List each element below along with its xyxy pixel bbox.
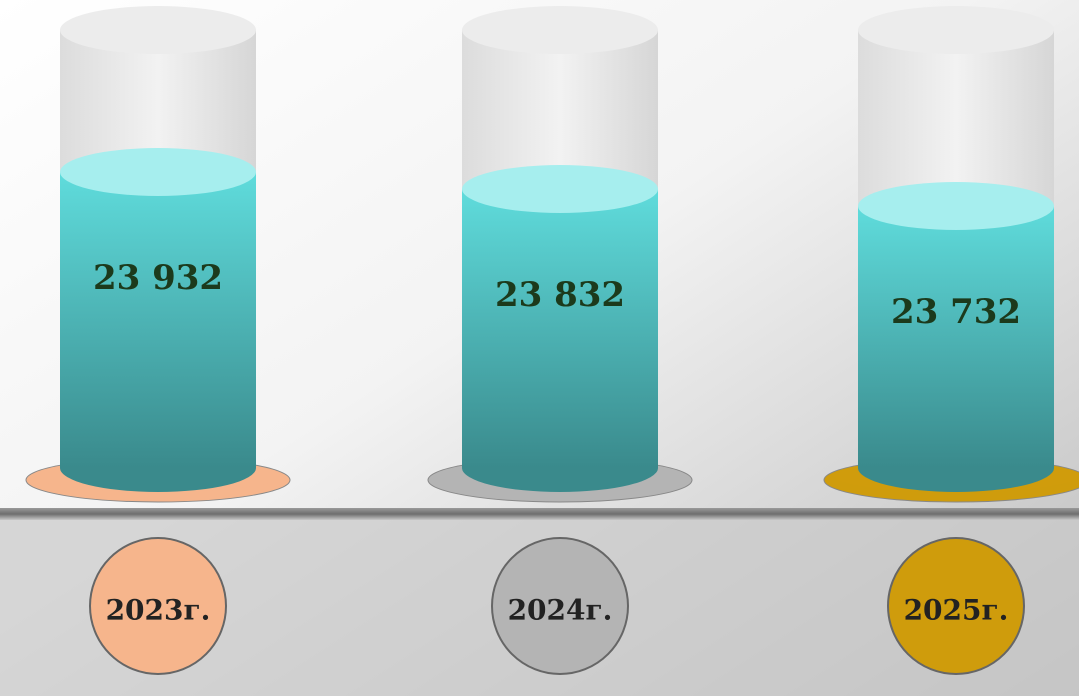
liquid-top [60, 148, 256, 196]
x-tick-label: 2025г. [904, 594, 1009, 627]
glass-top [60, 6, 256, 54]
plot: 23 932 2023г. 23 832 2024г. 23 732 2025г. [26, 6, 1079, 674]
liquid-top [858, 182, 1054, 230]
liquid [462, 189, 658, 468]
glass-top [462, 6, 658, 54]
liquid [60, 172, 256, 468]
x-tick-label: 2024г. [508, 594, 613, 627]
liquid-top [462, 165, 658, 213]
liquid [858, 206, 1054, 468]
glass-top [858, 6, 1054, 54]
glass [858, 30, 1054, 206]
value-label: 23 732 [891, 292, 1021, 332]
value-label: 23 932 [93, 258, 223, 298]
value-label: 23 832 [495, 275, 625, 315]
chart: 23 932 2023г. 23 832 2024г. 23 732 2025г. [0, 0, 1079, 696]
x-tick-label: 2023г. [106, 594, 211, 627]
shelf [0, 508, 1079, 520]
